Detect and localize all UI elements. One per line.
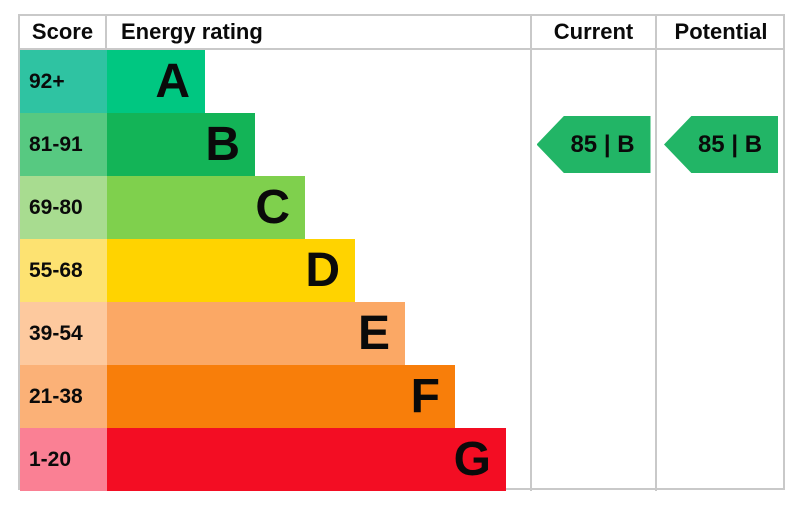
header-rating: Energy rating xyxy=(107,16,530,50)
band-score-cell: 92+ xyxy=(20,50,107,113)
band-bar: E xyxy=(107,302,405,365)
band-letter: G xyxy=(453,432,491,486)
header-score: Score xyxy=(20,16,107,50)
band-bar: D xyxy=(107,239,355,302)
band-row-f: 21-38 F xyxy=(20,365,530,428)
band-score-cell: 81-91 xyxy=(20,113,107,176)
band-row-d: 55-68 D xyxy=(20,239,530,302)
band-score-cell: 69-80 xyxy=(20,176,107,239)
band-row-c: 69-80 C xyxy=(20,176,530,239)
band-row-b: 81-91 B xyxy=(20,113,530,176)
band-letter: E xyxy=(357,306,390,360)
band-row-e: 39-54 E xyxy=(20,302,530,365)
header-potential: Potential xyxy=(655,16,785,50)
band-score-cell: 39-54 xyxy=(20,302,107,365)
band-letter: C xyxy=(255,180,290,234)
potential-rating-arrow: 85 | B xyxy=(664,116,778,173)
header-current: Current xyxy=(530,16,655,50)
potential-column: 85 | B xyxy=(655,50,785,491)
band-letter: B xyxy=(205,117,240,171)
band-bar: B xyxy=(107,113,255,176)
band-letter: D xyxy=(305,243,340,297)
current-column: 85 | B xyxy=(530,50,655,491)
band-bar: C xyxy=(107,176,305,239)
band-score-cell: 21-38 xyxy=(20,365,107,428)
band-row-a: 92+ A xyxy=(20,50,530,113)
band-score-cell: 1-20 xyxy=(20,428,107,491)
current-rating-arrow: 85 | B xyxy=(536,116,651,173)
band-bar: F xyxy=(107,365,455,428)
band-letter: A xyxy=(155,54,190,108)
epc-chart: Score Energy rating Current Potential 92… xyxy=(18,14,785,491)
band-bar: G xyxy=(107,428,506,491)
bands-area: 92+ A 81-91 B 69-80 C 55-68 D 39-54 E 21… xyxy=(20,50,530,491)
band-score-cell: 55-68 xyxy=(20,239,107,302)
band-row-g: 1-20 G xyxy=(20,428,530,491)
band-letter: F xyxy=(410,369,440,423)
band-bar: A xyxy=(107,50,205,113)
